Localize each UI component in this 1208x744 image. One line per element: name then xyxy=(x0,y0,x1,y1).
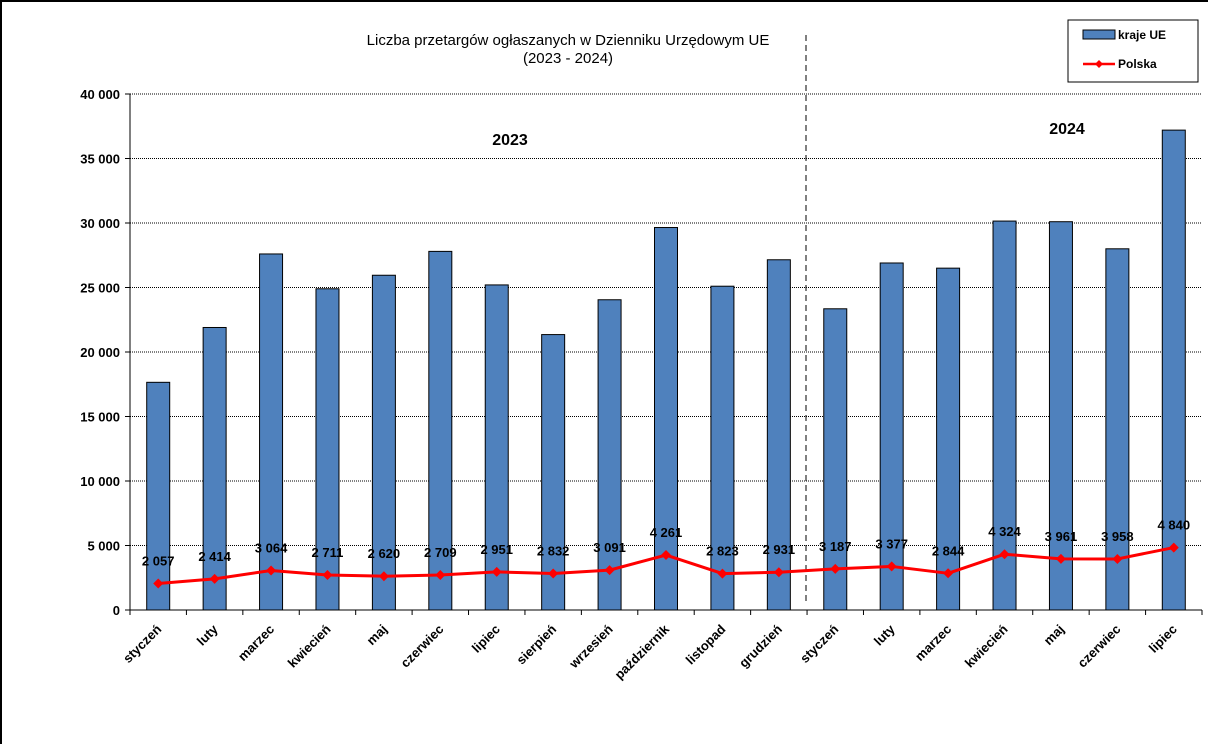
x-tick-label: sierpień xyxy=(513,621,559,667)
polska-marker xyxy=(209,573,220,584)
x-tick-label: czerwiec xyxy=(1075,622,1124,671)
bar xyxy=(879,262,904,611)
data-label: 2 832 xyxy=(537,543,570,558)
x-tick-label: kwiecień xyxy=(962,621,1011,670)
polska-marker xyxy=(322,570,333,581)
data-label: 3 958 xyxy=(1101,529,1134,544)
polska-marker xyxy=(773,567,784,578)
chart-subtitle: (2023 - 2024) xyxy=(523,50,613,67)
x-tick-label: luty xyxy=(194,621,221,648)
legend-label-polska: Polska xyxy=(1118,57,1157,71)
polska-marker xyxy=(153,578,164,589)
y-tick-label: 35 000 xyxy=(80,152,120,167)
polska-marker xyxy=(491,566,502,577)
data-label: 4 324 xyxy=(988,524,1021,539)
bar xyxy=(597,299,622,611)
data-label: 3 091 xyxy=(593,540,626,555)
data-label: 3 961 xyxy=(1045,529,1078,544)
y-tick-label: 15 000 xyxy=(80,410,120,425)
x-tick-label: maj xyxy=(1041,622,1067,648)
bar xyxy=(146,381,171,611)
x-tick-label: luty xyxy=(871,621,898,648)
y-tick-label: 5 000 xyxy=(87,539,120,554)
legend: kraje UE Polska xyxy=(1067,19,1199,83)
polska-marker xyxy=(1112,553,1123,564)
polska-marker xyxy=(717,568,728,579)
data-label: 2 709 xyxy=(424,545,457,560)
year-label-2023: 2023 xyxy=(492,132,528,149)
x-tick-label: lipiec xyxy=(469,622,503,656)
x-tick-label: czerwiec xyxy=(398,622,447,671)
y-tick-label: 20 000 xyxy=(80,345,120,360)
polska-marker xyxy=(1168,542,1179,553)
bar xyxy=(202,326,227,611)
data-label: 2 823 xyxy=(706,544,739,559)
bar xyxy=(1048,221,1073,611)
data-label: 2 931 xyxy=(763,542,796,557)
polska-marker xyxy=(435,570,446,581)
y-tick-label: 0 xyxy=(113,603,120,618)
x-axis: styczeń luty marzec kwiecień maj czerwiec lipi… xyxy=(120,609,1203,682)
year-label-2024: 2024 xyxy=(1049,121,1085,138)
data-label: 2 844 xyxy=(932,543,965,558)
polska-marker xyxy=(830,563,841,574)
x-tick-label: marzec xyxy=(912,622,954,664)
x-tick-label: styczeń xyxy=(120,621,164,665)
bar xyxy=(710,285,735,611)
data-label: 2 620 xyxy=(368,546,401,561)
data-label: 3 064 xyxy=(255,540,288,555)
bar xyxy=(936,267,961,611)
polska-marker xyxy=(999,549,1010,560)
x-tick-label: kwiecień xyxy=(285,621,334,670)
bar xyxy=(259,253,284,611)
x-tick-label: listopad xyxy=(683,621,729,667)
data-label: 2 057 xyxy=(142,553,175,568)
bars-kraje-ue xyxy=(146,129,1186,611)
legend-marker-icon xyxy=(1095,60,1103,68)
legend-bar-swatch xyxy=(1082,29,1116,40)
y-tick-label: 40 000 xyxy=(80,87,120,102)
y-tick-label: 25 000 xyxy=(80,281,120,296)
y-tick-label: 10 000 xyxy=(80,474,120,489)
polska-marker xyxy=(548,568,559,579)
data-label: 3 187 xyxy=(819,539,852,554)
legend-label-kraje-ue: kraje UE xyxy=(1118,28,1166,42)
polska-marker xyxy=(943,568,954,579)
y-tick-label: 30 000 xyxy=(80,216,120,231)
x-tick-label: wrzesień xyxy=(566,621,616,671)
bar xyxy=(1161,129,1186,611)
chart-title: Liczba przetargów ogłaszanych w Dziennik… xyxy=(367,32,770,49)
bar xyxy=(766,259,791,611)
bar xyxy=(484,284,509,611)
x-tick-label: grudzień xyxy=(736,621,785,670)
x-tick-label: październik xyxy=(611,621,672,682)
data-label: 2 711 xyxy=(312,545,344,560)
line-polska: 2 057 2 414 3 064 2 711 2 620 2 709 2 951 2 832… xyxy=(142,518,1190,589)
polska-marker xyxy=(378,571,389,582)
polska-marker xyxy=(266,565,277,576)
data-label: 4 261 xyxy=(650,525,683,540)
polska-marker xyxy=(661,550,671,561)
data-label: 2 414 xyxy=(198,549,231,564)
polska-marker xyxy=(886,561,897,572)
polska-marker xyxy=(1055,553,1066,564)
x-tick-label: marzec xyxy=(235,622,277,664)
x-tick-label: lipiec xyxy=(1146,622,1180,656)
x-tick-label: maj xyxy=(364,622,390,648)
data-label: 4 840 xyxy=(1158,518,1191,533)
y-axis: 0 5 000 10 000 15 000 20 000 25 000 30 000 35 0… xyxy=(80,87,131,618)
polska-marker xyxy=(604,565,615,576)
data-label: 3 377 xyxy=(875,536,908,551)
data-label: 2 951 xyxy=(480,542,513,557)
x-tick-label: styczeń xyxy=(797,621,841,665)
bar xyxy=(315,288,340,611)
